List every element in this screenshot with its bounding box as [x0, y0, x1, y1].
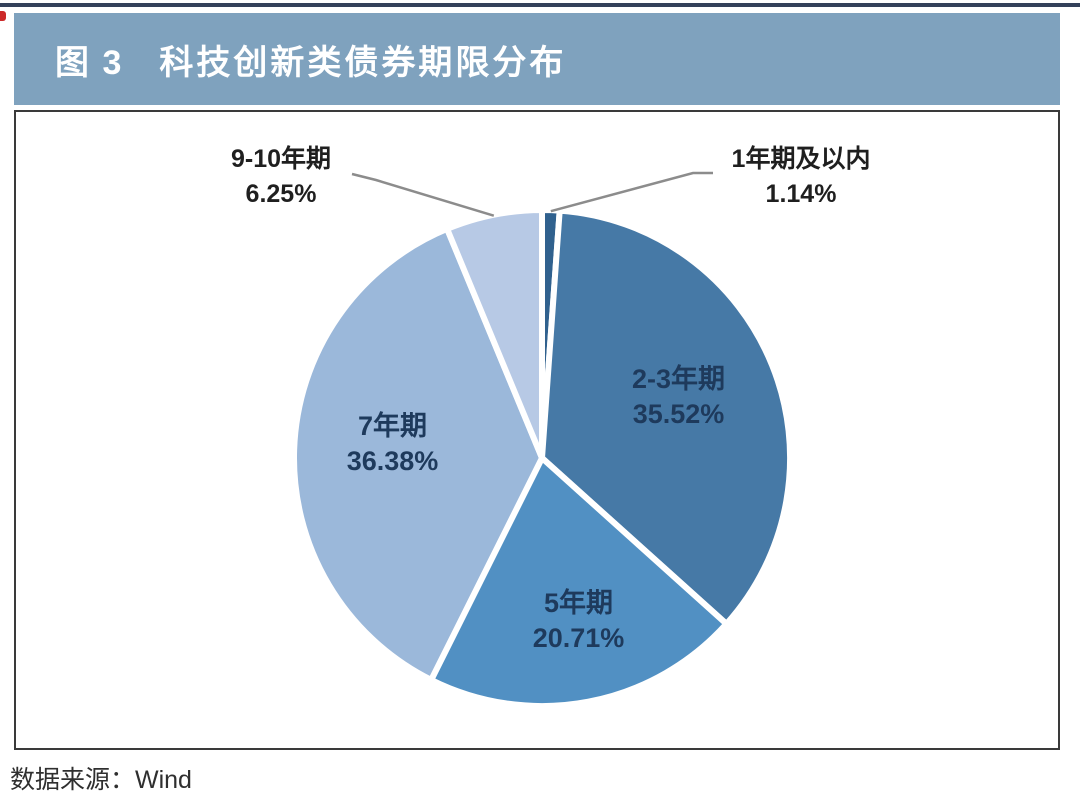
slice-label: 1年期及以内	[731, 145, 871, 173]
inside-label-5y: 5年期 20.71%	[486, 586, 671, 656]
inside-label-7y: 7年期 36.38%	[300, 409, 485, 479]
pie-slice-3	[428, 455, 730, 710]
data-source-text: 数据来源：Wind	[10, 766, 192, 794]
slice-percent: 6.25%	[245, 180, 317, 208]
pie-slice-4	[291, 225, 545, 683]
slice-label: 5年期	[543, 588, 614, 618]
slice-percent: 1.14%	[765, 180, 837, 208]
inside-label-2-3y: 2-3年期 35.52%	[586, 362, 771, 432]
slice-percent: 35.52%	[632, 399, 725, 429]
figure-title: 科技创新类债券期限分布	[159, 43, 567, 82]
pie-chart	[291, 171, 794, 710]
slice-percent: 20.71%	[532, 623, 625, 653]
top-rule	[0, 3, 1080, 7]
slice-label: 2-3年期	[631, 364, 726, 394]
pie-slice-2	[539, 207, 794, 627]
outside-label-1y: 1年期及以内 1.14%	[696, 142, 906, 212]
figure-header: 图 3 科技创新类债券期限分布	[14, 13, 1060, 105]
leader-line-1y	[550, 171, 713, 213]
red-edge-mark	[0, 11, 6, 21]
slice-label: 7年期	[357, 411, 428, 441]
slice-label: 9-10年期	[230, 145, 332, 173]
figure-number: 图 3	[55, 43, 124, 82]
leader-line-9-10y	[351, 172, 495, 217]
slice-percent: 36.38%	[346, 446, 439, 476]
outside-label-9-10y: 9-10年期 6.25%	[186, 142, 376, 212]
chart-area: 9-10年期 6.25% 1年期及以内 1.14% 2-3年期 35.52% 5…	[14, 110, 1060, 750]
data-source: 数据来源：Wind	[10, 760, 1070, 796]
